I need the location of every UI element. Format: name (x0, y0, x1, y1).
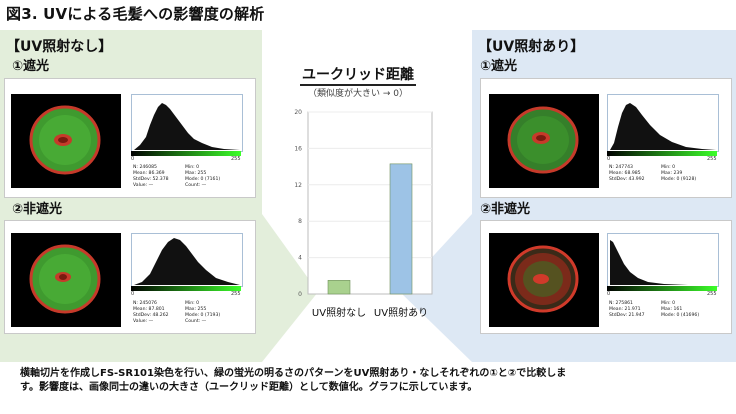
chart-title: ユークリッド距離 (302, 67, 414, 83)
left-panel-header: 【UV照射なし】 (6, 39, 113, 55)
caption-line-1: 横軸切片を作成しFS-SR101染色を行い、緑の蛍光の明るさのパターンをUV照射… (20, 368, 567, 379)
stats-right-column: Min: 0 Max: 255 Mode: 0 (7193) Count: — (185, 301, 221, 324)
hist-axis-max: 255 (707, 291, 717, 297)
right-shade-card: 0 255 N: 247743 Mean: 68.985 StdDev: 43.9… (480, 78, 732, 198)
bar (327, 280, 351, 295)
hist-axis-min: 0 (607, 156, 611, 162)
y-tick-label: 4 (298, 255, 302, 262)
histogram-plot (607, 94, 719, 152)
y-tick-label: 0 (298, 291, 302, 298)
left-shade-card: 0 255 N: 246085 Mean: 86.369 StdDev: 52.3… (4, 78, 256, 198)
intensity-gradient-bar (131, 286, 241, 291)
cell-image (11, 94, 121, 188)
stats-right-column: Min: 0 Max: 255 Mode: 0 (7161) Count: — (185, 165, 221, 188)
stats-left-column: N: 246085 Mean: 86.369 StdDev: 52.378 Valu… (133, 165, 169, 188)
bar (389, 163, 413, 295)
right-shade-label: ①遮光 (480, 59, 518, 74)
caption-line-2: す。影響度は、画像同士の違いの大きさ（ユークリッド距離）として数値化。グラフに示… (20, 382, 478, 393)
histogram-plot (131, 94, 243, 152)
right-panel-header: 【UV照射あり】 (478, 39, 585, 55)
caption-text: 横軸切片を作成しFS-SR101染色を行い、緑の蛍光の明るさのパターンをUV照射… (20, 367, 732, 395)
intensity-gradient-bar (607, 151, 717, 156)
hist-axis-max: 255 (707, 156, 717, 162)
hist-axis-max: 255 (231, 291, 241, 297)
intensity-gradient-bar (131, 151, 241, 156)
y-tick-label: 12 (294, 182, 302, 189)
right-nonshade-card: 0 255 N: 275861 Mean: 21.971 StdDev: 21.9… (480, 220, 732, 334)
stats-left-column: N: 245076 Mean: 87.801 StdDev: 48.262 Valu… (133, 301, 169, 324)
cell-image (11, 233, 121, 327)
y-tick-label: 8 (298, 218, 302, 225)
y-tick-label: 16 (294, 145, 302, 152)
bar-chart: 0 4 8 12 16 20 UV照射なし UV照射あり (294, 109, 433, 319)
chart-subtitle: （類似度が大きい → 0） (308, 89, 408, 99)
left-nonshade-label: ②非遮光 (12, 202, 63, 217)
hist-axis-max: 255 (231, 156, 241, 162)
cell-image (489, 94, 599, 188)
left-nonshade-card: 0 255 N: 245076 Mean: 87.801 StdDev: 48.2… (4, 220, 256, 334)
figure-title: 図3. UVによる毛髪への影響度の解析 (6, 5, 265, 23)
histogram-plot (131, 233, 243, 287)
chart-title-underline (300, 84, 416, 86)
stats-right-column: Min: 0 Max: 239 Mode: 0 (9128) (661, 165, 697, 182)
y-tick-label: 20 (294, 109, 302, 116)
hair-section-image (29, 244, 101, 314)
right-nonshade-label: ②非遮光 (480, 202, 531, 217)
hair-section-image (29, 105, 101, 175)
category-label: UV照射あり (374, 307, 428, 319)
category-label: UV照射なし (312, 307, 366, 319)
stats-left-column: N: 275861 Mean: 21.971 StdDev: 21.947 (609, 301, 645, 318)
plot-area (307, 111, 433, 295)
stats-left-column: N: 247743 Mean: 68.985 StdDev: 43.992 (609, 165, 645, 182)
intensity-gradient-bar (607, 286, 717, 291)
hist-axis-min: 0 (131, 291, 135, 297)
histogram-plot (607, 233, 719, 287)
hist-axis-min: 0 (131, 156, 135, 162)
stats-right-column: Min: 0 Max: 161 Mode: 0 (41696) (661, 301, 700, 318)
hair-section-image (507, 106, 579, 174)
cell-image (489, 233, 599, 327)
hist-axis-min: 0 (607, 291, 611, 297)
left-shade-label: ①遮光 (12, 59, 50, 74)
hair-section-image (507, 245, 579, 313)
